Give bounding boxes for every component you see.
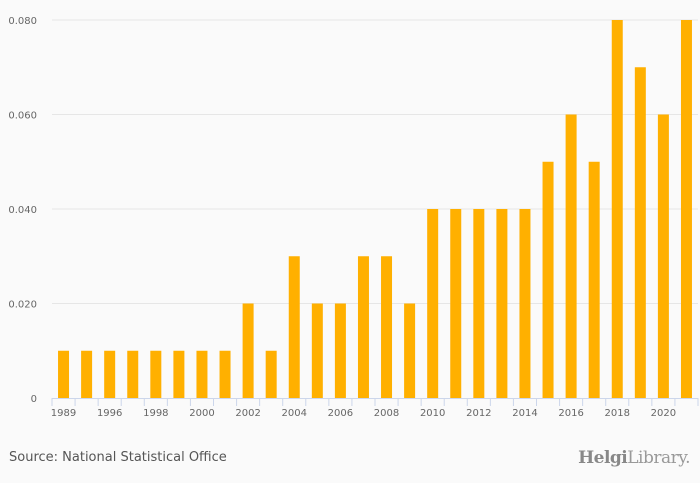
bar-2003 [265,350,277,398]
x-tick-label: 2020 [651,408,676,419]
bar-2014 [519,209,531,398]
bar-1989 [58,350,70,398]
x-tick-label: 2008 [374,408,399,419]
bar-2011 [450,209,462,398]
x-tick-label: 1998 [143,408,168,419]
bar-2004 [288,256,300,398]
bar-2008 [381,256,393,398]
bar-1998 [150,350,162,398]
bar-2010 [427,209,439,398]
logo-light: Library. [627,448,690,468]
bar-2015 [542,161,554,398]
bar-1995 [81,350,93,398]
source-note: Source: National Statistical Office [9,450,227,465]
y-tick-label: 0.080 [8,16,37,27]
x-tick-label: 1996 [97,408,122,419]
y-tick-label: 0 [31,394,37,405]
bar-2020 [657,114,669,398]
x-tick-label: 2000 [189,408,214,419]
bar-1996 [104,350,116,398]
x-tick-label: 2006 [328,408,353,419]
bar-2017 [588,161,600,398]
bar-2001 [219,350,231,398]
bar-1999 [173,350,185,398]
x-tick-label: 1989 [51,408,76,419]
bar-2007 [357,256,369,398]
bar-2009 [404,303,416,398]
x-tick-label: 2012 [466,408,491,419]
bar-2018 [611,20,623,398]
y-tick-label: 0.060 [8,111,37,122]
y-tick-label: 0.020 [8,300,37,311]
bar-2005 [311,303,323,398]
bar-2000 [196,350,208,398]
x-tick-label: 2004 [282,408,307,419]
x-tick-label: 2018 [605,408,630,419]
bar-2012 [473,209,485,398]
x-tick-label: 2016 [558,408,583,419]
bar-2002 [242,303,254,398]
x-tick-label: 2010 [420,408,445,419]
bar-2006 [334,303,346,398]
x-tick-label: 2014 [512,408,537,419]
bar-2013 [496,209,508,398]
bar-chart: 0 0.020 0.040 0.060 0.080 1989 1996 1998 2000 200… [8,16,699,419]
x-tick-label: 2002 [235,408,260,419]
bar-1997 [127,350,139,398]
logo-bold: Helgi [578,448,628,468]
helgi-library-logo[interactable]: HelgiLibrary. [578,448,690,468]
bar-2016 [565,114,577,398]
bar-2019 [634,67,646,398]
y-tick-label: 0.040 [8,205,37,216]
bar-2021 [680,20,692,398]
